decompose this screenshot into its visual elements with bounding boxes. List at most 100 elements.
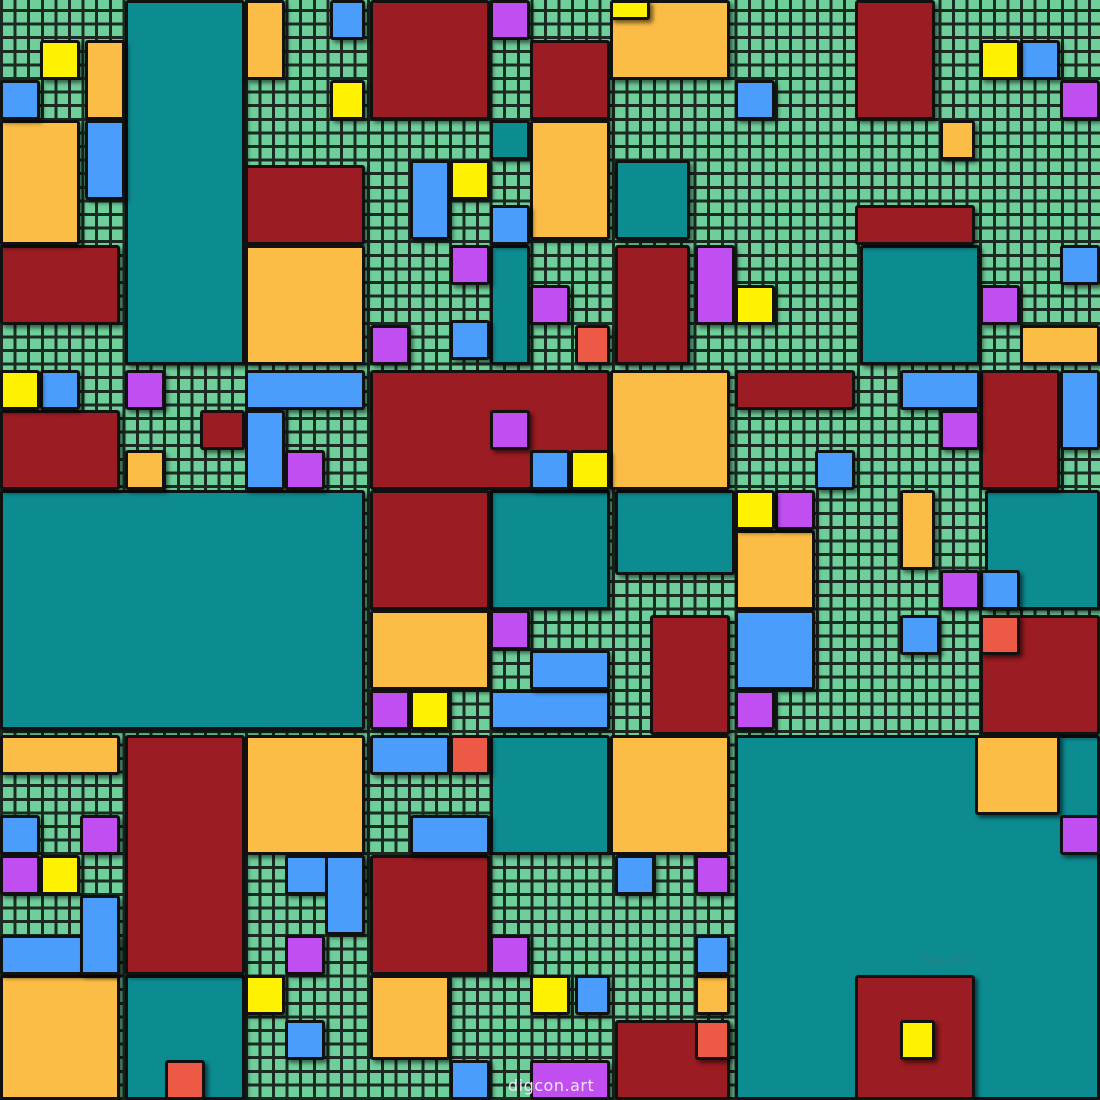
purple-block xyxy=(450,245,490,285)
teal-block xyxy=(985,490,1100,610)
blue-block xyxy=(530,650,610,690)
teal-block xyxy=(615,160,690,240)
purple-block xyxy=(490,610,530,650)
orange-block xyxy=(695,975,730,1015)
yellow-block xyxy=(40,40,80,80)
orange-block xyxy=(245,735,365,855)
orange-block xyxy=(0,975,120,1100)
purple-block xyxy=(80,815,120,855)
yellow-block xyxy=(450,160,490,200)
purple-block xyxy=(695,855,730,895)
blue-block xyxy=(900,370,980,410)
blue-block xyxy=(245,370,365,410)
orange-block xyxy=(735,530,815,610)
orange-block xyxy=(610,370,730,490)
purple-block xyxy=(735,690,775,730)
orange-block xyxy=(245,0,285,80)
yellow-block xyxy=(735,490,775,530)
dark-red-block xyxy=(650,615,730,735)
orange-block xyxy=(370,610,490,690)
blue-block xyxy=(450,1060,490,1100)
blue-block xyxy=(980,570,1020,610)
teal-block xyxy=(125,0,245,365)
purple-block xyxy=(370,690,410,730)
orange-block xyxy=(85,40,125,120)
purple-block xyxy=(775,490,815,530)
blue-block xyxy=(370,735,450,775)
purple-block xyxy=(125,370,165,410)
yellow-block xyxy=(610,0,650,20)
teal-block xyxy=(615,490,735,575)
blue-block xyxy=(410,160,450,240)
blue-block xyxy=(410,815,490,855)
dark-red-block xyxy=(855,0,935,120)
dark-red-block xyxy=(125,735,245,975)
purple-block xyxy=(490,0,530,40)
orange-block xyxy=(610,735,730,855)
teal-block xyxy=(0,490,365,730)
blue-block xyxy=(1060,370,1100,450)
purple-block xyxy=(695,245,735,325)
blue-block xyxy=(735,610,815,690)
orange-block xyxy=(530,120,610,240)
purple-block xyxy=(370,325,410,365)
dark-red-block xyxy=(245,165,365,245)
coral-block xyxy=(980,615,1020,655)
blue-block xyxy=(575,975,610,1015)
purple-block xyxy=(490,935,530,975)
orange-block xyxy=(940,120,975,160)
yellow-block xyxy=(410,690,450,730)
blue-block xyxy=(245,410,285,490)
purple-block xyxy=(490,410,530,450)
dark-red-block xyxy=(980,370,1060,490)
blue-block xyxy=(0,815,40,855)
orange-block xyxy=(245,245,365,365)
coral-block xyxy=(695,1020,730,1060)
teal-block xyxy=(490,245,530,365)
signature: Wolf 2021 xyxy=(922,955,974,966)
dark-red-block xyxy=(370,855,490,975)
blue-block xyxy=(815,450,855,490)
purple-block xyxy=(0,855,40,895)
dark-red-block xyxy=(200,410,245,450)
blue-block xyxy=(1060,245,1100,285)
purple-block xyxy=(980,285,1020,325)
watermark-text: digcon.art xyxy=(508,1076,595,1095)
dark-red-block xyxy=(0,245,120,325)
orange-block xyxy=(975,735,1060,815)
blue-block xyxy=(80,895,120,975)
blue-block xyxy=(330,0,365,40)
coral-block xyxy=(575,325,610,365)
purple-block xyxy=(1060,815,1100,855)
dark-red-block xyxy=(370,0,490,120)
orange-block xyxy=(0,735,120,775)
coral-block xyxy=(165,1060,205,1100)
blue-block xyxy=(615,855,655,895)
orange-block xyxy=(0,120,80,245)
orange-block xyxy=(125,450,165,490)
purple-block xyxy=(285,935,325,975)
yellow-block xyxy=(570,450,610,490)
blue-block xyxy=(40,370,80,410)
orange-block xyxy=(900,490,935,570)
purple-block xyxy=(1060,80,1100,120)
dark-red-block xyxy=(370,490,490,610)
blue-block xyxy=(0,80,40,120)
blue-block xyxy=(695,935,730,975)
yellow-block xyxy=(40,855,80,895)
yellow-block xyxy=(530,975,570,1015)
teal-block xyxy=(490,490,610,610)
yellow-block xyxy=(735,285,775,325)
purple-block xyxy=(940,570,980,610)
yellow-block xyxy=(900,1020,935,1060)
orange-block xyxy=(370,975,450,1060)
teal-block xyxy=(490,735,610,855)
yellow-block xyxy=(0,370,40,410)
blue-block xyxy=(490,690,610,730)
teal-block xyxy=(860,245,980,365)
yellow-block xyxy=(245,975,285,1015)
coral-block xyxy=(450,735,490,775)
yellow-block xyxy=(980,40,1020,80)
purple-block xyxy=(285,450,325,490)
